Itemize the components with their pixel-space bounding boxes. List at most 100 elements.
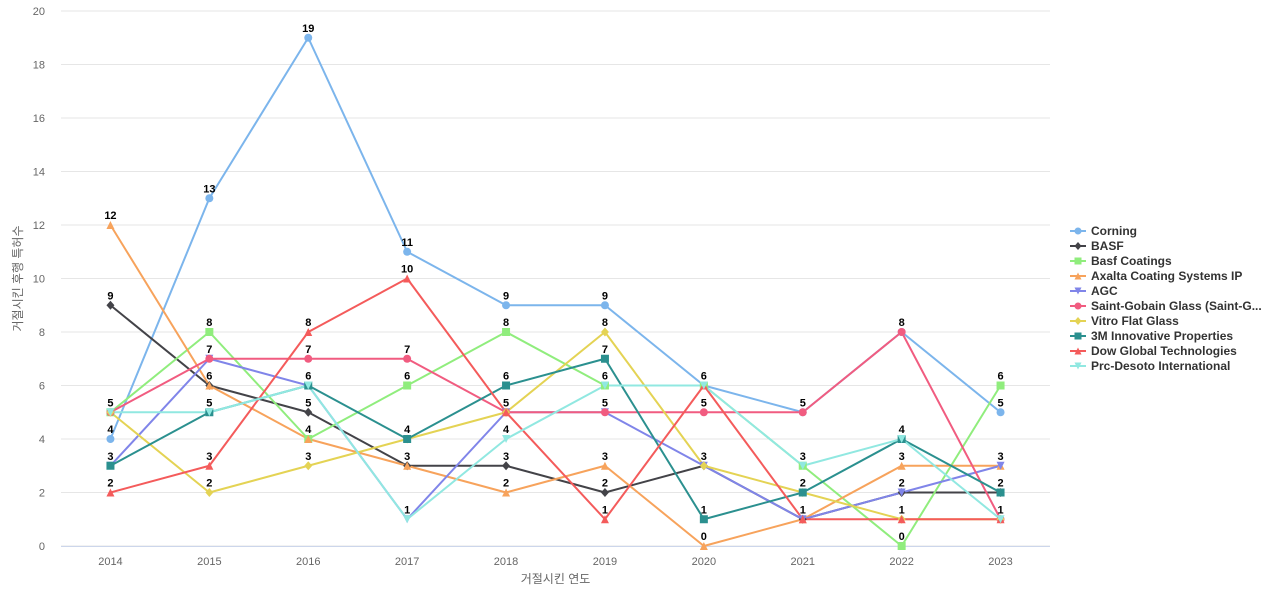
data-label-2014-9: 9 [107,290,113,302]
data-label-2021-5: 5 [800,397,806,409]
data-label-2019-8: 8 [602,317,608,329]
point-prc-desoto-international-2018 [502,435,511,443]
legend-label-dow-global-technologies: Dow Global Technologies [1091,344,1237,358]
legend-label-axalta-coating-systems-ip: Axalta Coating Systems IP [1091,269,1242,283]
point-corning-2018 [502,301,511,310]
data-label-2018-4: 4 [503,424,510,436]
y-tick-label-8: 8 [39,327,45,339]
point-saint-gobain-glass-saint-g-2020 [699,408,708,417]
legend-item-corning[interactable]: Corning [1070,224,1137,238]
point-basf-coatings-2015 [205,328,214,336]
point-dow-global-technologies-2018 [502,408,511,417]
legend-marker-3m-innovative-properties [1074,332,1082,340]
data-label-2021-1: 1 [800,504,806,516]
point-axalta-coating-systems-ip-2016 [304,435,313,443]
x-axis-ticks: 2014 2015 2016 2017 2018 2019 2020 2021 2022 2023 [98,556,1013,568]
point-agc-2023 [996,461,1005,470]
point-agc-2022 [897,488,906,497]
legend-item-saint-gobain-glass-saint-g[interactable]: Saint-Gobain Glass (Saint-G... [1070,299,1262,313]
point-3m-innovative-properties-2018 [502,381,511,390]
data-label-2015-6: 6 [206,371,212,383]
point-prc-desoto-international-2016 [304,381,313,390]
data-label-2023-1: 1 [997,504,1003,516]
data-label-2019-7: 7 [602,344,608,356]
x-tick-label-2017: 2017 [395,556,419,568]
data-label-2014-12: 12 [104,210,116,222]
data-label-2014-2: 2 [107,478,113,490]
data-label-2023-3: 3 [997,451,1003,463]
legend-item-prc-desoto-international[interactable]: Prc-Desoto International [1070,359,1230,373]
legend-marker-prc-desoto-international [1074,362,1082,370]
point-3m-innovative-properties-2023 [996,488,1005,497]
point-basf-2014 [106,300,115,310]
point-prc-desoto-international-2022 [897,435,906,443]
legend-item-axalta-coating-systems-ip[interactable]: Axalta Coating Systems IP [1070,269,1242,283]
data-label-2017-6: 6 [404,371,410,383]
data-label-2017-4: 4 [404,424,411,436]
legend-item-basf-coatings[interactable]: Basf Coatings [1070,254,1172,268]
data-label-2018-5: 5 [503,397,509,409]
point-axalta-coating-systems-ip-2018 [502,488,511,497]
data-label-2021-3: 3 [800,451,806,463]
data-label-2016-5: 5 [305,397,311,409]
legend-marker-axalta-coating-systems-ip [1074,272,1082,280]
series-line-saint-gobain-glass-saint-g [109,331,1002,521]
point-saint-gobain-glass-saint-g-2022 [897,328,906,336]
series-markers [106,33,1005,550]
data-label-2022-0: 0 [899,531,905,543]
data-label-2023-5: 5 [997,397,1003,409]
data-labels: 1295432138765321987654311107643198654329… [104,23,1003,543]
data-label-2018-2: 2 [503,478,509,490]
point-saint-gobain-glass-saint-g-2017 [403,354,412,363]
legend-label-basf: BASF [1091,239,1124,253]
x-tick-label-2015: 2015 [197,556,221,568]
legend-label-agc: AGC [1091,284,1118,298]
legend-item-dow-global-technologies[interactable]: Dow Global Technologies [1070,344,1237,358]
grid-lines [61,10,1050,547]
legend-marker-dow-global-technologies [1074,347,1082,355]
legend-item-agc[interactable]: AGC [1070,284,1118,298]
point-axalta-coating-systems-ip-2019 [600,461,609,470]
point-3m-innovative-properties-2017 [403,435,412,443]
point-prc-desoto-international-2023 [996,515,1005,524]
legend-marker-vitro-flat-glass [1074,317,1082,325]
x-tick-label-2014: 2014 [98,556,122,568]
legend-item-vitro-flat-glass[interactable]: Vitro Flat Glass [1070,314,1179,328]
legend-marker-agc [1074,287,1082,295]
point-basf-2016 [304,407,313,417]
data-label-2016-7: 7 [305,344,311,356]
legend-item-basf[interactable]: BASF [1070,239,1124,253]
point-axalta-coating-systems-ip-2014 [106,221,115,229]
data-label-2019-6: 6 [602,371,608,383]
legend-label-3m-innovative-properties: 3M Innovative Properties [1091,329,1233,343]
point-dow-global-technologies-2022 [897,515,906,524]
data-label-2017-3: 3 [404,451,410,463]
x-tick-label-2023: 2023 [988,556,1012,568]
point-prc-desoto-international-2017 [403,515,412,524]
point-axalta-coating-systems-ip-2020 [699,542,708,550]
data-label-2020-3: 3 [701,451,707,463]
point-basf-coatings-2017 [403,381,412,390]
y-tick-label-20: 20 [33,6,45,18]
point-dow-global-technologies-2019 [600,515,609,524]
data-label-2015-8: 8 [206,317,212,329]
data-label-2014-3: 3 [107,451,113,463]
data-label-2015-2: 2 [206,478,212,490]
point-basf-coatings-2018 [502,328,511,336]
y-tick-label-6: 6 [39,381,45,393]
series-line-corning [109,36,1002,440]
data-label-2016-4: 4 [305,424,312,436]
point-basf-coatings-2022 [897,542,906,550]
data-label-2019-1: 1 [602,504,608,516]
data-label-2015-3: 3 [206,451,212,463]
series-line-axalta-coating-systems-ip [109,224,1002,547]
data-label-2020-6: 6 [701,371,707,383]
legend-label-corning: Corning [1091,224,1137,238]
legend-label-vitro-flat-glass: Vitro Flat Glass [1091,314,1179,328]
y-tick-label-12: 12 [33,220,45,232]
data-label-2022-4: 4 [899,424,906,436]
data-label-2017-1: 1 [404,504,410,516]
legend-item-3m-innovative-properties[interactable]: 3M Innovative Properties [1070,329,1233,343]
